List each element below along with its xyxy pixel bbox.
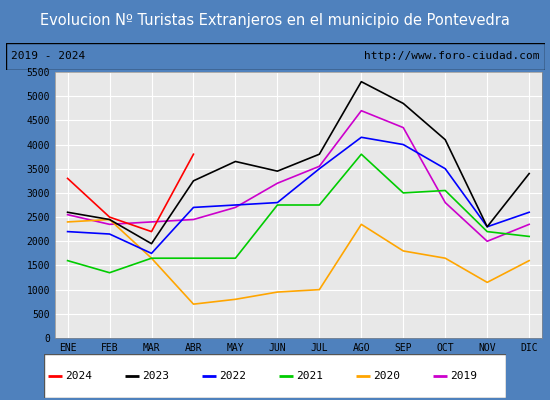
- Text: 2023: 2023: [142, 371, 169, 381]
- Text: 2019: 2019: [450, 371, 477, 381]
- Text: 2021: 2021: [296, 371, 323, 381]
- Text: 2024: 2024: [65, 371, 92, 381]
- Text: http://www.foro-ciudad.com: http://www.foro-ciudad.com: [364, 51, 539, 61]
- Text: 2022: 2022: [219, 371, 246, 381]
- Text: 2020: 2020: [373, 371, 400, 381]
- Text: 2019 - 2024: 2019 - 2024: [11, 51, 85, 61]
- Text: Evolucion Nº Turistas Extranjeros en el municipio de Pontevedra: Evolucion Nº Turistas Extranjeros en el …: [40, 14, 510, 28]
